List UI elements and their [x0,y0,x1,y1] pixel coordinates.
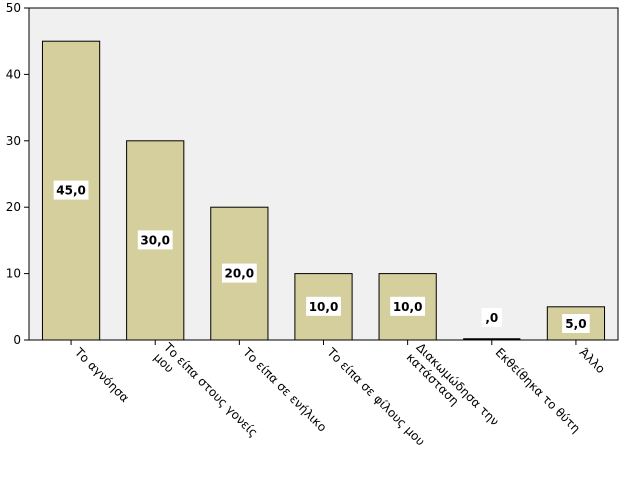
y-axis: 0 10 20 30 40 50 [6,1,29,347]
y-tick-label: 40 [6,67,21,81]
data-label-bg [481,308,502,327]
data-label: 5,0 [565,317,586,331]
data-label-bg [53,180,89,200]
data-label: 10,0 [309,300,339,314]
y-tick-label: 30 [6,134,21,148]
data-label-bg [562,314,590,333]
x-tick-label: Άλλο [577,345,608,376]
y-tick-label: 10 [6,267,21,281]
data-label: 45,0 [56,184,86,198]
bars: 45,0 30,0 20,0 10,0 10,0 ,0 5,0 [41,40,606,341]
data-label: 10,0 [393,300,423,314]
data-label-bg [390,296,426,316]
data-label: 20,0 [225,267,255,281]
data-label-bg [221,263,257,283]
y-tick-label: 50 [6,1,21,15]
y-tick-label: 0 [13,333,21,347]
x-tick-label: Το αγνόησα [71,345,132,406]
y-tick-label: 20 [6,200,21,214]
data-label-bg [306,296,341,316]
data-label: 30,0 [140,233,170,247]
x-tick-label: Εκθείθηκα το θύτη [493,345,583,435]
x-axis: Το αγνόησα Το είπα στους γονείςμου Το είπα… [70,340,608,449]
data-label: ,0 [485,311,498,325]
data-label-bg [137,230,173,250]
x-tick-label: Διακωμώδησα τηνκατάσταση [404,340,502,438]
